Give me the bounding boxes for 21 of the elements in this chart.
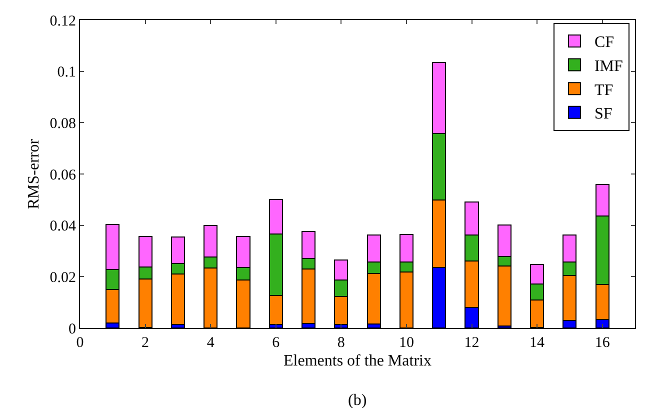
x-axis-title: Elements of the Matrix <box>284 352 432 370</box>
x-tick-label: 16 <box>594 335 610 351</box>
x-tick-label: 14 <box>530 335 546 351</box>
x-tick-label: 6 <box>272 335 280 351</box>
y-tick-label: 0.04 <box>50 218 76 235</box>
legend-label: IMF <box>594 58 624 76</box>
x-tick-label: 10 <box>398 335 414 351</box>
y-tick-label: 0.1 <box>57 64 76 81</box>
legend-label: TF <box>594 82 614 99</box>
x-tick-label: 2 <box>142 335 150 351</box>
x-tick-label: 12 <box>464 335 480 351</box>
y-tick-label: 0.08 <box>50 116 76 132</box>
y-tick-label: 0.02 <box>50 270 76 286</box>
y-tick-label: 0.12 <box>50 13 76 30</box>
x-tick-label: 4 <box>206 335 215 351</box>
y-axis-title: RMS-error <box>26 138 43 210</box>
legend-label: SF <box>594 106 612 123</box>
x-tick-label: 8 <box>337 335 345 351</box>
y-tick-label: 0.06 <box>50 167 76 184</box>
legend-label: CF <box>594 34 614 52</box>
y-tick-label: 0 <box>68 321 76 338</box>
